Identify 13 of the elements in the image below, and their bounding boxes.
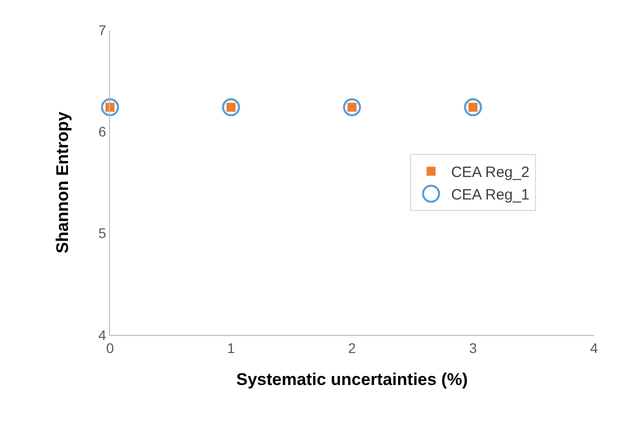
x-tick-label: 2 (348, 340, 356, 356)
x-axis-title: Systematic uncertainties (%) (236, 370, 468, 390)
x-tick-label: 3 (469, 340, 478, 356)
y-tick-label: 5 (98, 225, 106, 242)
legend-label: CEA Reg_2 (451, 164, 530, 182)
x-tick-label: 1 (227, 340, 236, 356)
y-axis-title: Shannon Entropy (52, 111, 72, 254)
y-tick-label: 4 (98, 326, 106, 343)
x-tick-label: 0 (106, 340, 114, 356)
legend-label: CEA Reg_1 (451, 186, 530, 204)
y-tick-label: 7 (98, 22, 106, 38)
y-tick-label: 6 (98, 124, 106, 140)
x-tick-label: 4 (590, 340, 598, 356)
